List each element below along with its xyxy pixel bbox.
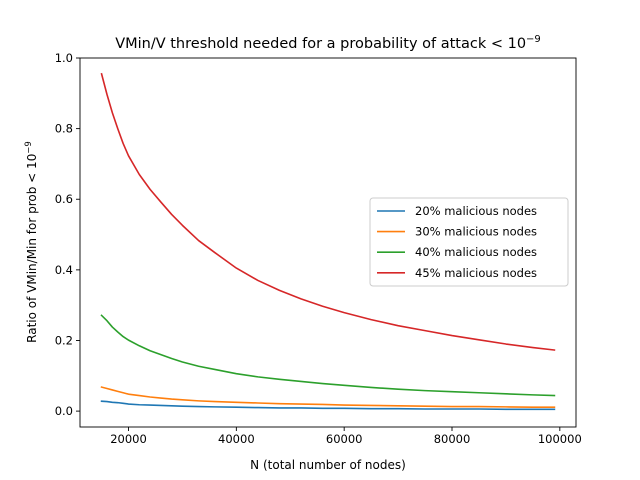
y-tick-label: 0.4 [55, 263, 73, 277]
legend-label-4: 45% malicious nodes [415, 266, 537, 280]
series-line-4 [100, 72, 556, 351]
y-axis-label: Ratio of VMin/Min for prob < 10−9 [24, 141, 39, 343]
series-line-2 [100, 386, 556, 409]
x-tick-label: 60000 [326, 432, 363, 446]
y-tick-label: 1.0 [55, 51, 73, 65]
y-tick-label: 0.0 [55, 404, 73, 418]
y-tick-label: 0.2 [55, 333, 73, 347]
chart-title-superscript: −9 [526, 34, 541, 45]
legend-label-2: 30% malicious nodes [415, 225, 537, 239]
x-tick-label: 100000 [538, 432, 582, 446]
series-line-1 [100, 400, 556, 411]
y-axis-label-superscript: −9 [24, 141, 34, 154]
x-axis-label: N (total number of nodes) [250, 458, 406, 472]
y-tick-label: 0.6 [55, 192, 73, 206]
legend-box [369, 197, 569, 287]
plot-frame [79, 57, 577, 428]
chart-title: VMin/V threshold needed for a probabilit… [115, 34, 541, 52]
legend-label-3: 40% malicious nodes [415, 245, 537, 259]
series-line-3 [100, 314, 556, 397]
y-tick-label: 0.8 [55, 122, 73, 136]
legend-label-1: 20% malicious nodes [415, 204, 537, 218]
x-tick-label: 40000 [218, 432, 255, 446]
x-tick-label: 80000 [434, 432, 471, 446]
plot-area: 20000 40000 60000 80000 100000 0.0 0.2 0.4 0.6 0.… [55, 51, 582, 446]
x-tick-label: 20000 [110, 432, 147, 446]
